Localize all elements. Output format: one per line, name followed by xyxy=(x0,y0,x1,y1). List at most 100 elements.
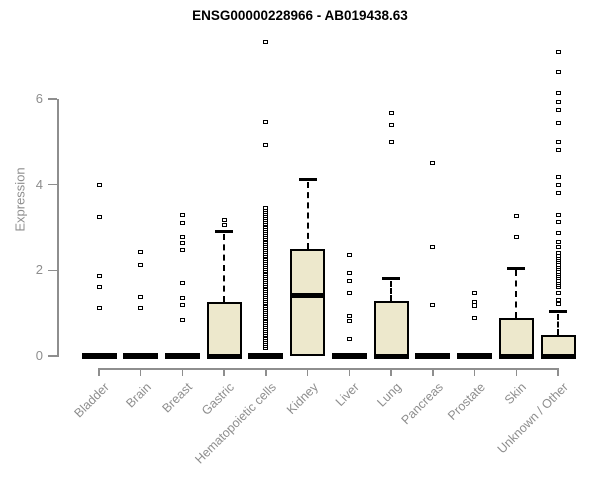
median-line xyxy=(498,353,534,359)
outlier-point xyxy=(179,220,185,226)
median-line xyxy=(540,353,576,359)
chart-title: ENSG00000228966 - AB019438.63 xyxy=(192,8,408,23)
whisker-line xyxy=(557,313,560,335)
outlier-point xyxy=(221,222,227,228)
y-tick xyxy=(48,183,57,186)
outlier-point xyxy=(513,234,519,240)
x-tick-label: Gastric xyxy=(199,380,238,418)
outlier-point xyxy=(555,174,561,180)
outlier-point xyxy=(96,305,102,311)
median-line xyxy=(206,353,242,359)
outlier-point xyxy=(430,160,436,166)
outlier-point xyxy=(96,214,102,220)
box xyxy=(290,248,326,356)
outlier-point xyxy=(346,278,352,284)
outlier-point xyxy=(472,315,478,321)
x-tick-label: Skin xyxy=(502,380,530,408)
median-line xyxy=(248,353,284,359)
x-axis-line xyxy=(99,368,559,370)
outlier-point xyxy=(555,230,561,236)
x-tick xyxy=(515,368,518,376)
outlier-point xyxy=(263,205,269,211)
median-line xyxy=(331,353,367,359)
x-tick xyxy=(181,368,184,376)
outlier-point xyxy=(138,262,144,268)
outlier-point xyxy=(96,273,102,279)
outlier-point xyxy=(555,301,561,307)
whisker-cap xyxy=(215,230,234,234)
outlier-point xyxy=(513,213,519,219)
x-tick xyxy=(306,368,309,376)
outlier-point xyxy=(388,122,394,128)
x-tick xyxy=(557,368,559,376)
outlier-point xyxy=(179,240,185,246)
outlier-point xyxy=(346,252,352,258)
outlier-point xyxy=(555,99,561,105)
box xyxy=(373,301,409,356)
outlier-point xyxy=(472,290,478,296)
outlier-point xyxy=(179,234,185,240)
x-tick-label: Breast xyxy=(159,380,196,416)
x-tick-label: Pancreas xyxy=(398,380,446,428)
outlier-point xyxy=(388,139,394,145)
outlier-point xyxy=(472,303,478,308)
median-line xyxy=(415,353,451,359)
outlier-point xyxy=(555,290,561,296)
outlier-point xyxy=(96,284,102,290)
whisker-line xyxy=(390,280,393,302)
x-tick-label: Hematopoietic cells xyxy=(192,380,279,467)
x-tick xyxy=(265,368,267,376)
outlier-point xyxy=(555,69,561,75)
x-tick-label: Prostate xyxy=(444,380,488,423)
outlier-point xyxy=(555,147,561,153)
whisker-line xyxy=(306,181,309,249)
outlier-point xyxy=(179,212,185,218)
outlier-point xyxy=(388,110,394,116)
outlier-point xyxy=(555,120,561,126)
median-line xyxy=(457,353,493,359)
outlier-point xyxy=(346,290,352,296)
whisker-line xyxy=(223,233,226,303)
outlier-point xyxy=(555,244,561,250)
outlier-point xyxy=(346,313,352,319)
whisker-cap xyxy=(298,178,317,182)
whisker-cap xyxy=(382,277,401,281)
x-tick xyxy=(432,368,434,376)
outlier-point xyxy=(555,90,561,96)
outlier-point xyxy=(138,294,144,300)
whisker-cap xyxy=(507,266,526,270)
outlier-point xyxy=(555,212,561,218)
y-tick-label: 0 xyxy=(35,348,43,363)
outlier-point xyxy=(555,139,561,145)
outlier-point xyxy=(555,107,561,113)
outlier-point xyxy=(555,190,561,196)
whisker-line xyxy=(515,270,518,318)
outlier-point xyxy=(346,336,352,342)
y-tick-label: 2 xyxy=(35,262,43,278)
y-tick xyxy=(48,98,57,100)
outlier-point xyxy=(346,270,352,276)
median-line xyxy=(290,292,326,298)
outlier-point xyxy=(263,119,269,125)
x-tick xyxy=(390,368,392,376)
outlier-point xyxy=(179,280,185,286)
y-tick xyxy=(48,355,57,357)
outlier-point xyxy=(221,217,227,223)
x-tick-label: Lung xyxy=(374,380,405,410)
median-line xyxy=(81,353,117,359)
outlier-point xyxy=(138,249,144,255)
median-line xyxy=(123,353,159,359)
outlier-point xyxy=(179,295,185,301)
median-line xyxy=(164,353,200,359)
x-tick-label: Bladder xyxy=(71,380,112,421)
y-tick xyxy=(48,269,57,272)
outlier-point xyxy=(138,305,144,311)
outlier-point xyxy=(555,49,561,55)
y-tick-label: 6 xyxy=(35,91,43,107)
x-tick xyxy=(473,368,476,376)
outlier-point xyxy=(555,239,561,245)
outlier-point xyxy=(179,317,185,323)
outlier-point xyxy=(555,297,561,303)
